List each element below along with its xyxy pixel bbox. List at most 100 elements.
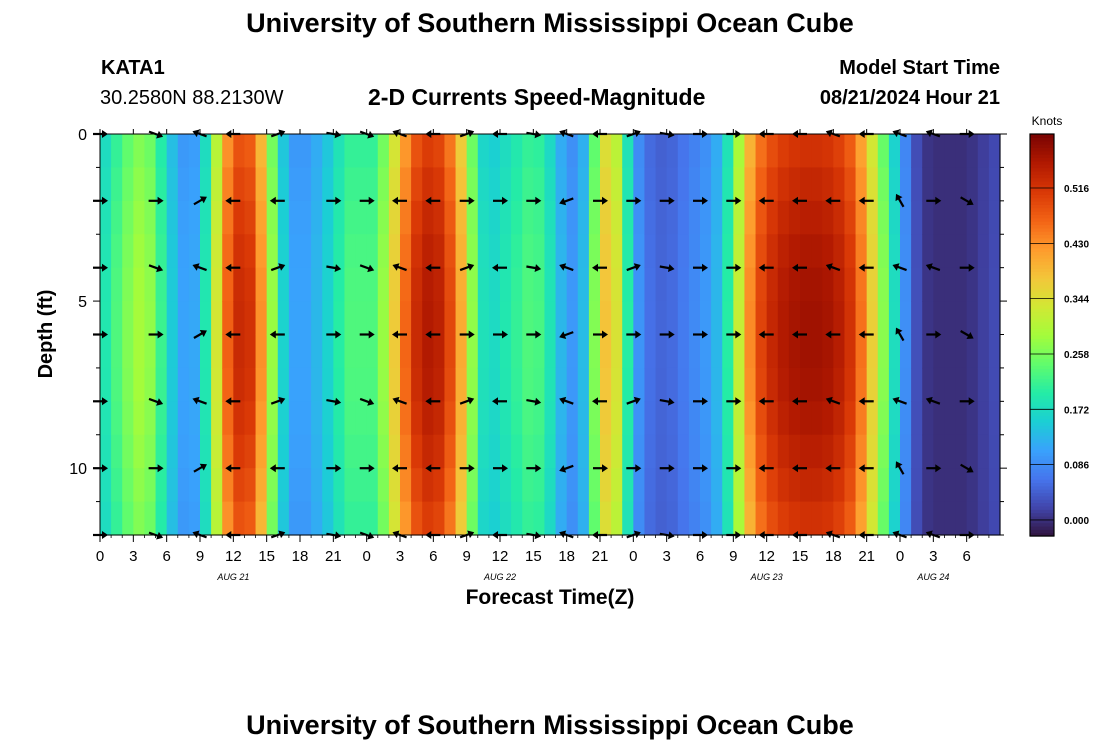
current-vector-arrow [559,464,574,473]
heatmap-cell [366,234,379,269]
heatmap-cell [955,401,968,436]
current-vector-arrow [758,397,774,406]
current-vector-arrow [192,263,207,272]
current-vector-arrow [459,263,475,272]
footer-title: University of Southern Mississippi Ocean… [246,710,854,740]
heatmap-cell [188,234,201,269]
heatmap-cell [700,468,712,503]
heatmap-cell [500,401,512,436]
heatmap-cell [922,134,934,169]
heatmap-cell [566,468,579,503]
heatmap-cell [200,434,212,469]
heatmap-cell [144,200,157,235]
heatmap-cell [144,301,157,336]
current-vector-arrow [459,530,475,539]
heatmap-cell [244,334,257,369]
heatmap-cell [288,468,301,503]
current-vector-arrow [693,397,708,406]
heatmap-cell [322,200,334,235]
colorbar-segment [1030,495,1054,500]
heatmap-cell [266,200,279,235]
heatmap-cell [222,267,234,302]
heatmap-cell [277,301,290,336]
current-vector-arrow [392,263,407,272]
heatmap-cell [300,501,312,536]
colorbar-segment [1030,415,1054,420]
heatmap-cell [177,367,190,402]
heatmap-cell [788,367,801,402]
heatmap-cell [822,434,834,469]
heatmap-cell [811,501,823,536]
heatmap-cell [800,267,812,302]
heatmap-cell [911,334,923,369]
colorbar-segment [1030,515,1054,520]
current-vector-arrow [960,463,974,473]
heatmap-cell [600,501,612,536]
heatmap-cell [244,234,257,269]
heatmap-cell [777,134,790,169]
heatmap-cell [533,301,546,336]
colorbar-segment [1030,361,1054,366]
heatmap-cell [511,200,523,235]
heatmap-cell [533,167,546,202]
heatmap-cell [577,167,590,202]
heatmap-cell [544,501,557,536]
heatmap-cell [844,134,857,169]
heatmap-cell [811,134,823,169]
colorbar-segment [1030,254,1054,259]
current-vector-arrow [659,196,675,205]
heatmap-cell [211,367,223,402]
heatmap-cell [822,134,834,169]
current-vector-arrow [359,196,375,205]
heatmap-cell [833,468,846,503]
heatmap-cell [466,234,479,269]
colorbar-segment [1030,485,1054,490]
heatmap-cell [488,301,501,336]
colorbar-segment [1030,385,1054,390]
colorbar-segment [1030,395,1054,400]
heatmap-cell [177,134,190,169]
heatmap-cell [366,401,379,436]
heatmap-cell [233,367,246,402]
heatmap-cell [833,334,846,369]
heatmap-cell [744,200,757,235]
heatmap-cell [922,301,934,336]
heatmap-cell [822,167,834,202]
heatmap-cell [255,367,268,402]
heatmap-cell [522,434,534,469]
heatmap-cell [255,134,268,169]
heatmap-cell [288,167,301,202]
heatmap-cell [433,267,446,302]
heatmap-cell [988,434,1001,469]
heatmap-cell [722,200,734,235]
heatmap-cell [522,200,534,235]
heatmap-cell [477,200,490,235]
heatmap-cell [311,301,323,336]
heatmap-cell [922,367,934,402]
heatmap-cell [122,200,134,235]
heatmap-cell [188,301,201,336]
current-vector-arrow [526,196,542,205]
heatmap-cell [188,334,201,369]
current-vector-arrow [825,464,841,473]
x-tick-label: 0 [362,548,370,565]
x-tick-label: 18 [292,548,309,565]
heatmap-cell [888,468,901,503]
heatmap-cell [411,468,423,503]
heatmap-cell [555,301,568,336]
heatmap-cell [566,501,579,536]
heatmap-cell [422,434,434,469]
model-start-label: Model Start Time [839,57,1000,79]
heatmap-cell [533,200,546,235]
heatmap-cell [655,200,668,235]
heatmap-cell [377,134,390,169]
heatmap-cell [388,367,401,402]
colorbar-segment [1030,512,1054,517]
y-tick-label: 0 [78,127,87,144]
heatmap-cell [622,434,634,469]
heatmap-cell [666,234,679,269]
heatmap-cell [800,367,812,402]
heatmap-cell [255,301,268,336]
heatmap-cell [922,434,934,469]
